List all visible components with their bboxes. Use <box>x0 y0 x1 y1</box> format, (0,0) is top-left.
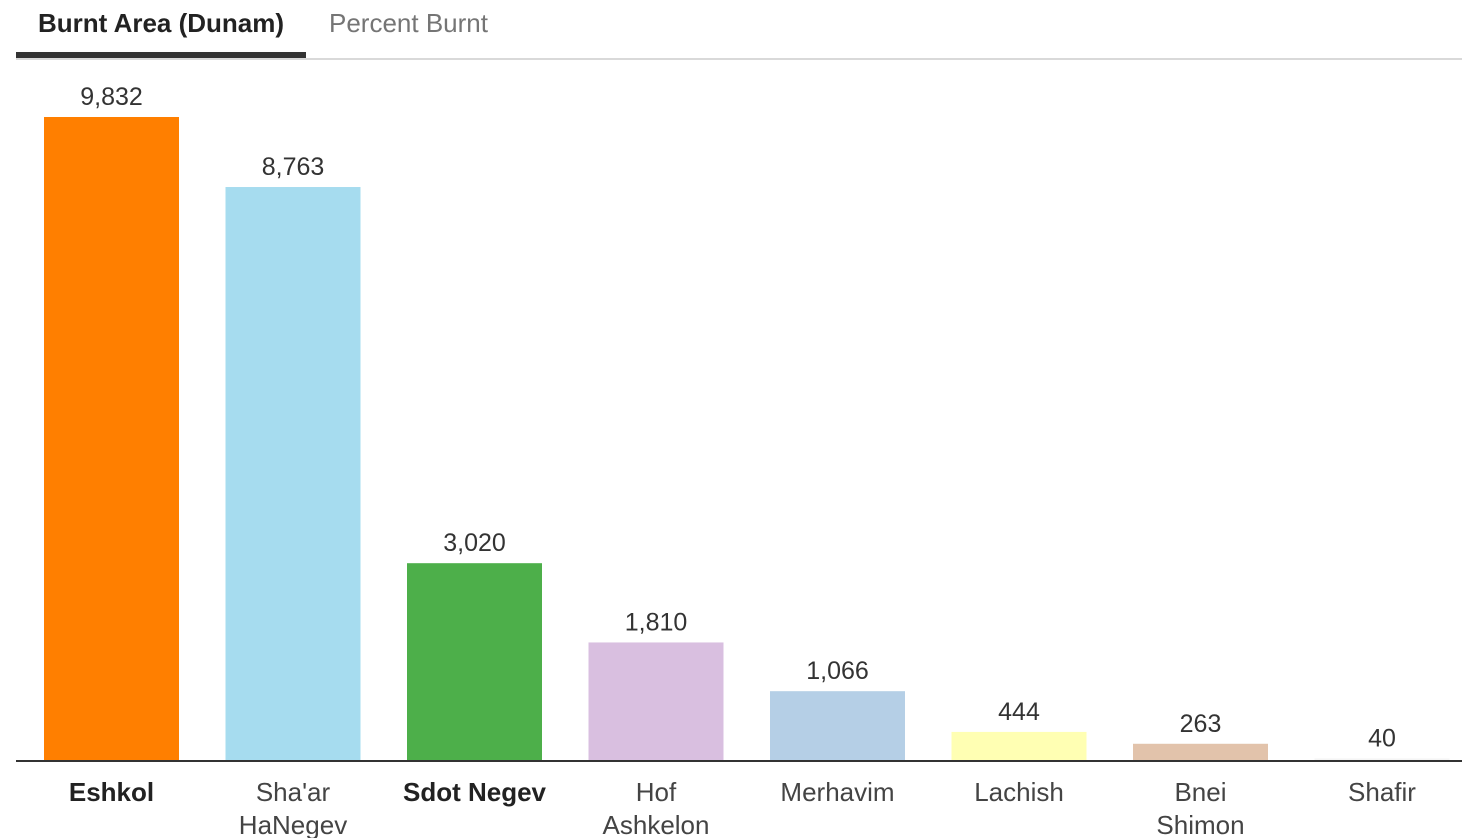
category-label-2: Sdot Negev <box>403 777 547 807</box>
bar-1[interactable] <box>225 187 361 762</box>
bar-2[interactable] <box>407 563 542 761</box>
category-label-4: Merhavim <box>780 777 894 807</box>
bar-5[interactable] <box>951 731 1087 761</box>
bar-6[interactable] <box>1133 743 1268 761</box>
category-label-7: Shafir <box>1348 777 1416 807</box>
value-label-1: 8,763 <box>262 153 325 181</box>
bar-0[interactable] <box>44 117 179 761</box>
value-label-7: 40 <box>1368 724 1396 752</box>
category-label-6: Bnei Shimon <box>1156 777 1244 838</box>
category-label-5: Lachish <box>974 777 1064 807</box>
bar-3[interactable] <box>588 642 724 761</box>
value-label-6: 263 <box>1180 710 1222 738</box>
value-label-0: 9,832 <box>80 83 143 111</box>
tab-burnt-area[interactable]: Burnt Area (Dunam) <box>38 8 285 38</box>
category-labels-group: Eshkol Sha'ar HaNegev Sdot Negev Hof Ashkelon… <box>69 777 1416 838</box>
value-labels-group: 9,832 8,763 3,020 1,810 1,066 444 263 40 <box>80 83 1396 752</box>
category-label-0: Eshkol <box>69 777 154 807</box>
value-label-4: 1,066 <box>806 657 869 685</box>
bar-4[interactable] <box>770 691 905 761</box>
tab-bar: Burnt Area (Dunam) Percent Burnt <box>16 0 1462 60</box>
bars-group <box>44 117 1450 762</box>
category-label-1: Sha'ar HaNegev <box>239 777 347 838</box>
tab-percent-burnt[interactable]: Percent Burnt <box>329 8 488 38</box>
category-label-3: Hof Ashkelon <box>603 777 710 838</box>
bar-7[interactable] <box>1314 758 1450 761</box>
value-label-3: 1,810 <box>625 608 688 636</box>
active-tab-indicator <box>16 52 306 58</box>
value-label-2: 3,020 <box>443 529 506 557</box>
value-label-5: 444 <box>998 698 1040 726</box>
